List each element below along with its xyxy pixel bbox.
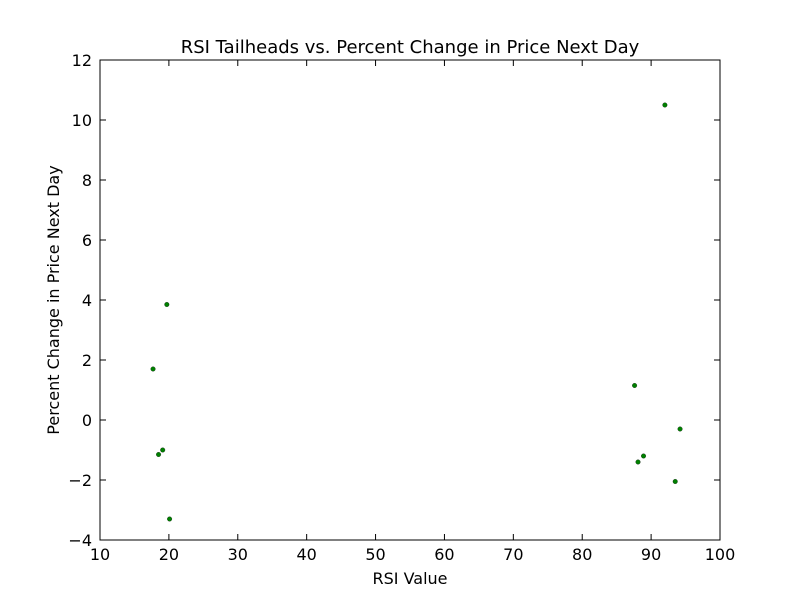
y-tick-label: 12	[72, 51, 92, 70]
data-point	[635, 459, 641, 465]
data-point	[632, 383, 638, 388]
x-tick-label: 10	[90, 545, 110, 564]
data-point	[150, 366, 156, 372]
y-axis-label: Percent Change in Price Next Day	[44, 165, 63, 434]
y-tick-label: 8	[82, 171, 92, 190]
y-tick-label: 2	[82, 351, 92, 370]
x-tick-label: 70	[503, 545, 523, 564]
x-tick-label: 30	[228, 545, 248, 564]
x-tick-label: 90	[641, 545, 661, 564]
data-point	[672, 479, 678, 484]
x-tick-label: 20	[159, 545, 179, 564]
y-tick-label: 0	[82, 411, 92, 430]
plot-frame	[99, 59, 721, 541]
data-point	[167, 516, 173, 522]
x-axis: 10 20 30 40 50 60 70 80 90 100	[90, 60, 735, 564]
y-tick-label: −4	[68, 531, 92, 550]
y-tick-label: 10	[72, 111, 92, 130]
x-tick-label: 50	[365, 545, 385, 564]
chart-title: RSI Tailheads vs. Percent Change in Pric…	[181, 37, 640, 58]
y-tick-label: 6	[82, 231, 92, 250]
data-point	[164, 302, 170, 307]
y-tick-label: 4	[82, 291, 92, 310]
x-tick-label: 40	[296, 545, 316, 564]
data-point	[677, 426, 683, 432]
x-tick-label: 60	[434, 545, 454, 564]
data-point	[156, 452, 162, 457]
x-tick-label: 80	[572, 545, 592, 564]
x-tick-label: 100	[705, 545, 736, 564]
y-axis: −4 −2 0 2 4 6 8 10 12	[68, 51, 720, 550]
y-tick-label: −2	[68, 471, 92, 490]
data-points	[150, 102, 683, 522]
data-point	[662, 102, 668, 108]
plot-area: 10 20 30 40 50 60 70 80 90 100 −4 −2 0 2 4 6 8 10 12	[68, 51, 735, 564]
data-point	[641, 453, 646, 459]
x-axis-label: RSI Value	[372, 569, 447, 588]
data-point	[160, 447, 166, 453]
